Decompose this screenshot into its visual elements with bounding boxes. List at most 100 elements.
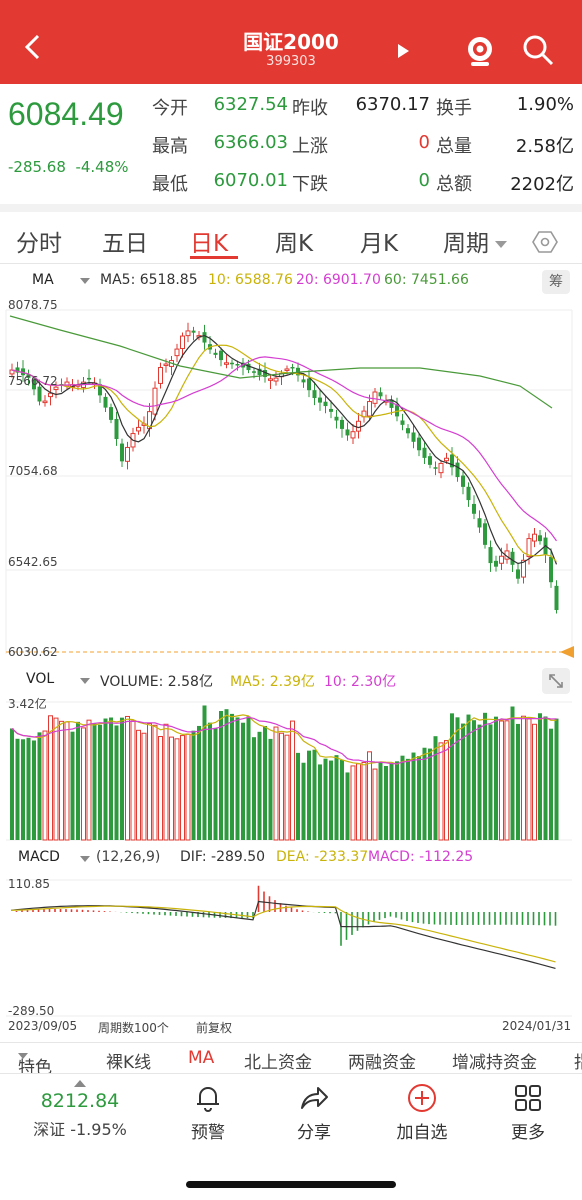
candle (42, 400, 48, 404)
volume-chart[interactable]: 3.42亿 (0, 694, 582, 844)
add-watchlist-button[interactable]: 加自选 (382, 1082, 462, 1143)
volume-bar (10, 728, 14, 840)
axis-label-2: 7566.72 (8, 374, 58, 388)
candle (356, 420, 361, 432)
volume-bar (70, 731, 75, 840)
search-icon[interactable] (520, 32, 556, 68)
current-price: 6084.49 (8, 96, 124, 132)
candle (372, 391, 378, 404)
volume-bar (499, 720, 504, 841)
volume-bar (384, 766, 388, 840)
volume-bar (103, 718, 108, 840)
back-arrow-icon[interactable] (18, 32, 48, 62)
volume-bar (428, 748, 432, 840)
settings-hexagon-icon[interactable] (532, 230, 558, 254)
indicator-northbound[interactable]: 北上资金 (244, 1053, 312, 1073)
candle (516, 569, 520, 579)
index-ticker[interactable]: 8212.84 深证 -1.95% (20, 1080, 140, 1140)
indicator-more[interactable]: 指 (574, 1048, 582, 1073)
indicator-holding-change[interactable]: 增减持资金 (452, 1053, 537, 1073)
volume-bar (389, 763, 394, 840)
volume-bar (438, 742, 444, 841)
quote-label: 最高 (152, 136, 188, 157)
vol-indicator-name[interactable]: VOL (26, 671, 55, 687)
ma20-value: 20: 6901.70 (296, 272, 381, 288)
quote-panel: 6084.49 -285.68 -4.48% 今开 6327.54 昨收 6370.1… (0, 84, 582, 204)
more-button[interactable]: 更多 (488, 1082, 568, 1143)
tab-daily-k[interactable]: 日K (190, 231, 229, 257)
volume-bar (345, 772, 350, 840)
macd-chart[interactable]: 110.85 -289.50 (0, 872, 582, 1018)
indicator-ma[interactable]: MA (188, 1048, 215, 1068)
quote-label: 换手 (436, 98, 472, 119)
volume-bar (488, 724, 493, 840)
volume-bar (169, 736, 174, 841)
macd-dropdown-icon[interactable] (80, 856, 90, 862)
candle (120, 443, 124, 462)
dif-value: DIF: -289.50 (180, 849, 266, 865)
vol-dropdown-icon[interactable] (80, 678, 90, 684)
candle (37, 386, 42, 402)
candle (350, 431, 356, 439)
volume-bar (109, 717, 113, 840)
ma60-value: 60: 7451.66 (384, 272, 469, 288)
candle (125, 446, 130, 462)
kline-chart[interactable]: 8078.75 7566.72 7054.68 6542.65 6030.62 (0, 294, 582, 664)
chevron-up-icon (74, 1080, 86, 1087)
page-title: 国证2000 (243, 30, 339, 54)
candle (318, 397, 322, 403)
candle (472, 503, 476, 514)
candle (263, 370, 267, 377)
tab-intraday[interactable]: 分时 (16, 231, 62, 257)
grid-icon (515, 1085, 541, 1111)
candle (136, 426, 141, 432)
ma-indicator-name[interactable]: MA (32, 272, 54, 288)
volume-bar (417, 756, 421, 840)
indicator-naked-k[interactable]: 裸K线 (106, 1053, 152, 1073)
candle (224, 362, 229, 365)
volume-bar (472, 720, 476, 840)
start-date: 2023/09/05 (8, 1019, 78, 1033)
macd-legend: MACD (12,26,9) DIF: -289.50 DEA: -233.37… (0, 848, 582, 872)
index-ticker-value: 8212.84 (40, 1090, 120, 1112)
play-icon[interactable] (398, 44, 409, 58)
header: 国证2000 399303 (0, 0, 582, 84)
change-percent: -4.48% (75, 158, 129, 176)
bottom-toolbar: 8212.84 深证 -1.95% 预警 分享 加自选 更多 (0, 1074, 582, 1172)
volume-bar (323, 758, 328, 840)
tab-period[interactable]: 周期 (443, 224, 507, 258)
tab-weekly-k[interactable]: 周K (275, 231, 314, 257)
chip-distribution-button[interactable]: 筹 (542, 270, 570, 294)
volume-bar (334, 755, 339, 840)
change-value: -285.68 (8, 158, 66, 176)
share-button[interactable]: 分享 (274, 1082, 354, 1143)
volume-bar (136, 729, 141, 841)
volume-bar (125, 715, 130, 841)
volume-bar (114, 725, 119, 840)
candle (466, 486, 471, 501)
candle (488, 547, 493, 564)
ma-legend: MA MA5: 6518.85 10: 6588.76 20: 6901.70 … (0, 268, 582, 294)
quote-label: 上涨 (292, 136, 328, 157)
macd-indicator-name[interactable]: MACD (18, 849, 60, 865)
candle (268, 378, 273, 381)
indicator-margin[interactable]: 两融资金 (348, 1053, 416, 1073)
robot-assistant-icon[interactable] (462, 32, 498, 68)
volume-bar (461, 723, 465, 840)
adjust-mode[interactable]: 前复权 (196, 1021, 233, 1035)
tab-monthly-k[interactable]: 月K (360, 231, 399, 257)
quote-value: 0 (418, 132, 430, 153)
active-tab-indicator (190, 256, 238, 259)
tab-five-day[interactable]: 五日 (102, 231, 148, 257)
candle (48, 392, 53, 398)
ma-dropdown-icon[interactable] (80, 278, 90, 284)
add-watchlist-label: 加自选 (396, 1123, 448, 1143)
bell-icon (197, 1087, 219, 1112)
volume-bar (191, 730, 196, 840)
volume-bar (367, 751, 372, 841)
volume-bar (246, 716, 251, 840)
expand-icon[interactable] (542, 668, 570, 694)
volume-bar (290, 720, 295, 841)
volume-bar (361, 761, 367, 841)
alert-button[interactable]: 预警 (168, 1082, 248, 1143)
